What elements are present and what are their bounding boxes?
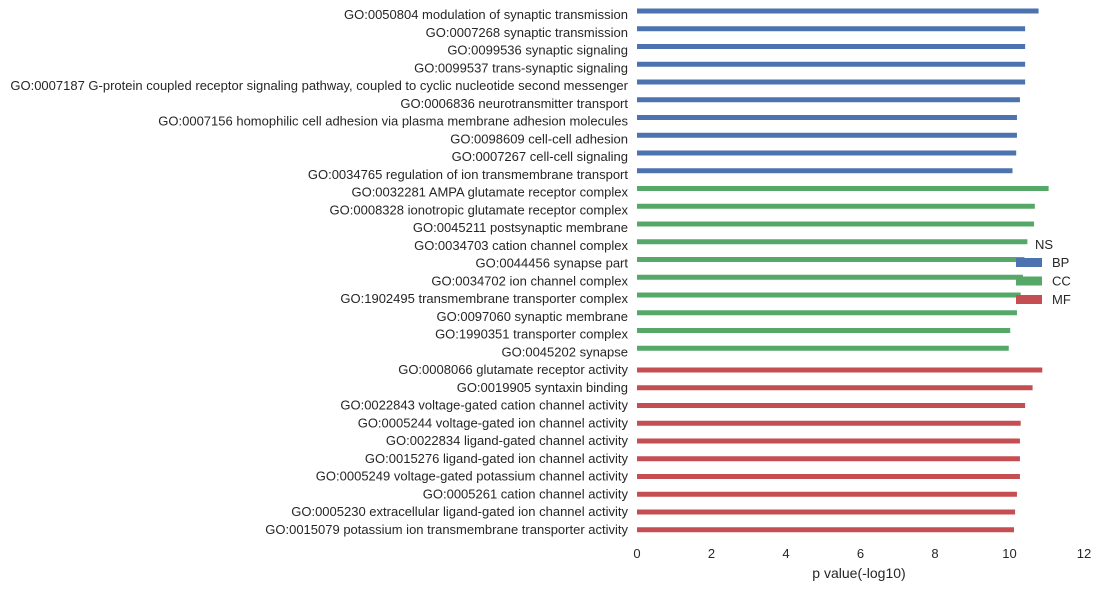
category-label-go-0099536: GO:0099536 synaptic signaling bbox=[447, 43, 628, 58]
bar-go-0007267 bbox=[637, 150, 1017, 156]
category-label-go-1990351: GO:1990351 transporter complex bbox=[435, 327, 628, 342]
category-label-go-0034765: GO:0034765 regulation of ion transmembra… bbox=[308, 167, 629, 182]
bar-go-0045202 bbox=[637, 345, 1009, 351]
bar-go-0022834 bbox=[637, 438, 1020, 444]
bar-go-0097060 bbox=[637, 310, 1017, 316]
bar-go-0015079 bbox=[637, 527, 1014, 533]
x-tick-label-12: 12 bbox=[1077, 546, 1091, 561]
category-label-go-0008066: GO:0008066 glutamate receptor activity bbox=[398, 362, 628, 377]
category-label-go-0022834: GO:0022834 ligand-gated channel activity bbox=[386, 433, 629, 448]
bar-go-0005249 bbox=[637, 474, 1020, 479]
category-label-go-0005230: GO:0005230 extracellular ligand-gated io… bbox=[291, 504, 628, 519]
category-label-go-0007268: GO:0007268 synaptic transmission bbox=[426, 25, 628, 40]
x-axis: p value(-log10) 0 2 4 6 8 10 12 bbox=[633, 546, 1091, 581]
bar-go-0022843 bbox=[637, 403, 1026, 408]
bar-go-1902495 bbox=[637, 292, 1021, 298]
x-tick-label-8: 8 bbox=[931, 546, 938, 561]
bar-go-0008328 bbox=[637, 203, 1035, 209]
bar-go-0034703 bbox=[637, 239, 1028, 245]
category-label-go-0034703: GO:0034703 cation channel complex bbox=[414, 238, 628, 253]
category-label-go-0005244: GO:0005244 voltage-gated ion channel act… bbox=[358, 415, 629, 430]
bar-go-0099536 bbox=[637, 44, 1026, 49]
bar-go-0098609 bbox=[637, 132, 1017, 138]
category-labels: GO:0050804 modulation of synaptic transm… bbox=[10, 7, 628, 537]
legend-title: NS bbox=[1035, 237, 1053, 252]
category-label-go-0015079: GO:0015079 potassium ion transmembrane t… bbox=[265, 522, 628, 537]
bar-go-0044456 bbox=[637, 257, 1025, 262]
x-tick-label-4: 4 bbox=[782, 546, 789, 561]
x-tick-label-2: 2 bbox=[708, 546, 715, 561]
category-label-go-0007156: GO:0007156 homophilic cell adhesion via … bbox=[158, 114, 628, 129]
bar-go-0006836 bbox=[637, 97, 1020, 103]
category-label-go-0098609: GO:0098609 cell-cell adhesion bbox=[450, 131, 628, 146]
legend-label-bp: BP bbox=[1052, 255, 1069, 270]
bar-go-0005230 bbox=[637, 509, 1016, 515]
category-label-go-0045211: GO:0045211 postsynaptic membrane bbox=[413, 220, 628, 235]
bar-go-0015276 bbox=[637, 456, 1020, 462]
legend-label-cc: CC bbox=[1052, 274, 1071, 289]
legend-label-mf: MF bbox=[1052, 292, 1071, 307]
legend-swatch-mf bbox=[1016, 295, 1042, 304]
legend-swatch-bp bbox=[1016, 258, 1042, 267]
legend-swatch-cc bbox=[1016, 276, 1042, 286]
bar-go-0007156 bbox=[637, 115, 1017, 120]
bar-go-0007268 bbox=[637, 26, 1026, 32]
category-label-go-0006836: GO:0006836 neurotransmitter transport bbox=[400, 96, 628, 111]
category-label-go-0044456: GO:0044456 synapse part bbox=[476, 256, 629, 271]
category-label-go-0022843: GO:0022843 voltage-gated cation channel … bbox=[340, 398, 628, 413]
category-label-go-0005249: GO:0005249 voltage-gated potassium chann… bbox=[316, 469, 629, 484]
category-label-go-0019905: GO:0019905 syntaxin binding bbox=[457, 380, 628, 395]
category-label-go-1902495: GO:1902495 transmembrane transporter com… bbox=[340, 291, 628, 306]
category-label-go-0007187: GO:0007187 G-protein coupled receptor si… bbox=[10, 78, 628, 93]
category-label-go-0015276: GO:0015276 ligand-gated ion channel acti… bbox=[365, 451, 629, 466]
category-label-go-0005261: GO:0005261 cation channel activity bbox=[423, 486, 629, 501]
bar-go-0005261 bbox=[637, 491, 1017, 497]
bar-go-0007187 bbox=[637, 79, 1026, 85]
bar-go-0050804 bbox=[637, 8, 1039, 14]
category-label-go-0045202: GO:0045202 synapse bbox=[502, 344, 628, 359]
category-label-go-0097060: GO:0097060 synaptic membrane bbox=[437, 309, 629, 324]
bar-go-0034702 bbox=[637, 274, 1023, 280]
x-tick-label-0: 0 bbox=[633, 546, 640, 561]
category-label-go-0008328: GO:0008328 ionotropic glutamate receptor… bbox=[330, 202, 629, 217]
category-label-go-0032281: GO:0032281 AMPA glutamate receptor compl… bbox=[351, 185, 628, 200]
x-tick-label-10: 10 bbox=[1002, 546, 1016, 561]
category-label-go-0007267: GO:0007267 cell-cell signaling bbox=[452, 149, 628, 164]
bar-go-0008066 bbox=[637, 367, 1043, 373]
bar-go-0099537 bbox=[637, 61, 1026, 67]
category-label-go-0099537: GO:0099537 trans-synaptic signaling bbox=[414, 60, 628, 75]
bars-layer bbox=[637, 8, 1049, 533]
bar-go-0019905 bbox=[637, 385, 1033, 391]
legend: NS BP CC MF bbox=[1016, 237, 1071, 307]
bar-go-0032281 bbox=[637, 186, 1049, 191]
x-axis-title: p value(-log10) bbox=[812, 565, 905, 581]
category-label-go-0050804: GO:0050804 modulation of synaptic transm… bbox=[344, 7, 628, 22]
bar-go-1990351 bbox=[637, 328, 1011, 333]
bar-go-0045211 bbox=[637, 221, 1035, 227]
category-label-go-0034702: GO:0034702 ion channel complex bbox=[431, 273, 628, 288]
bar-go-0034765 bbox=[637, 168, 1013, 174]
x-tick-label-6: 6 bbox=[857, 546, 864, 561]
bar-go-0005244 bbox=[637, 420, 1021, 426]
